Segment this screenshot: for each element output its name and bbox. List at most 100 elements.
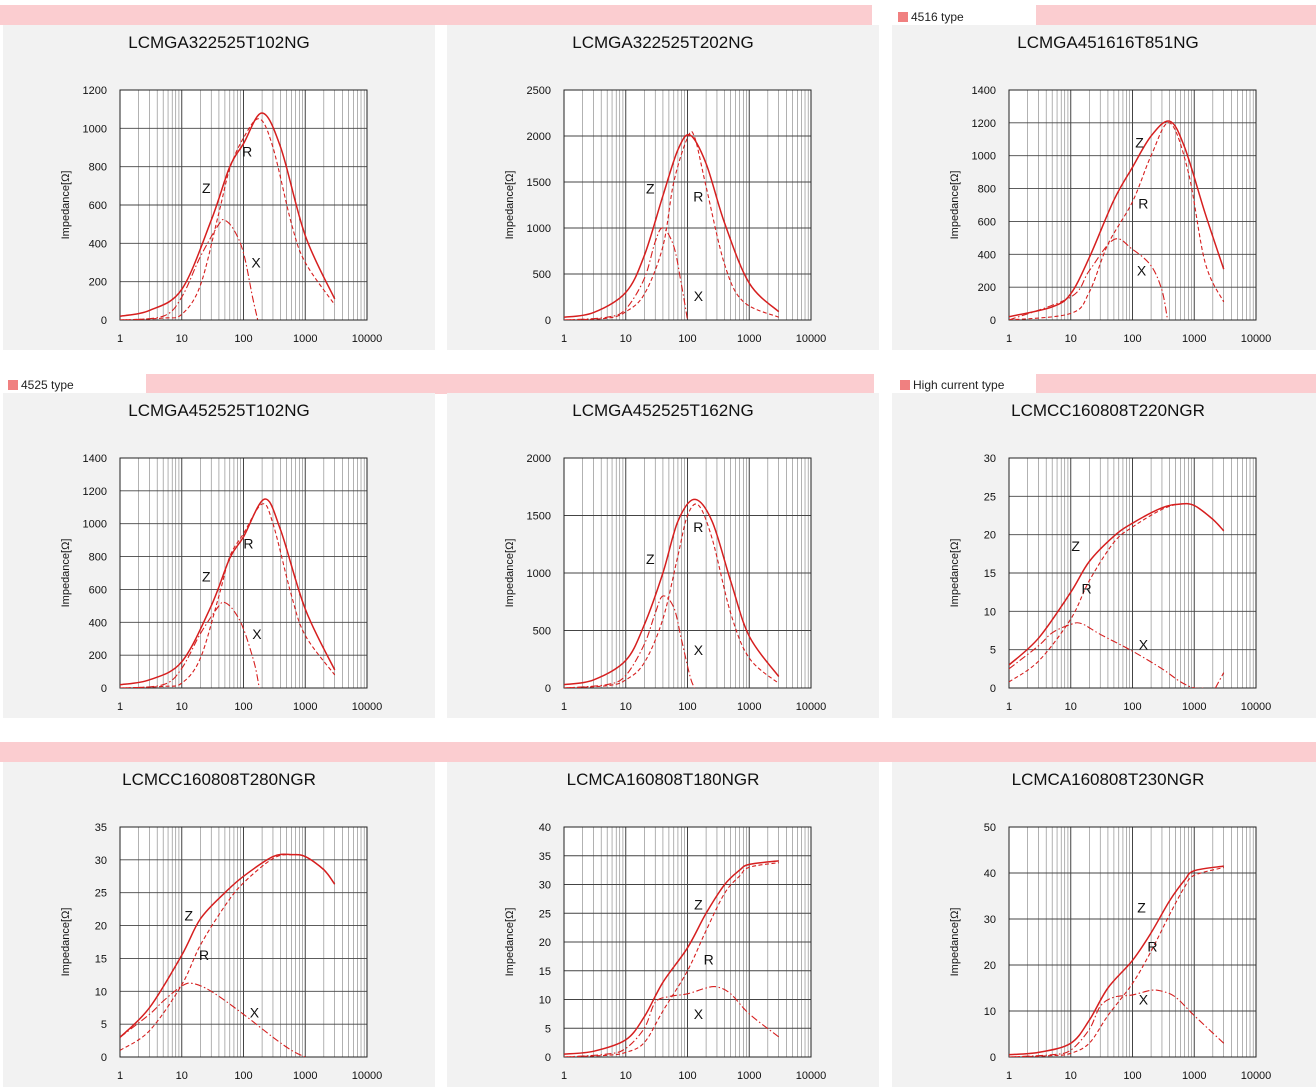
- x-tick-label: 10000: [1241, 701, 1272, 713]
- curve-label: X: [694, 642, 704, 658]
- x-tick-label: 100: [234, 333, 252, 345]
- x-tick-label: 10000: [1241, 333, 1272, 345]
- y-axis-title: Impedance[Ω]: [60, 539, 72, 608]
- x-tick-label: 10: [1065, 1070, 1077, 1082]
- x-tick-label: 10000: [796, 701, 827, 713]
- y-tick-label: 5: [990, 645, 996, 657]
- chart-title: LCMGA452525T162NG: [572, 401, 754, 420]
- chart-title: LCMGA452525T102NG: [128, 401, 310, 420]
- curve-label: Z: [185, 908, 194, 924]
- chart-panel: LCMGA452525T102NG 1 10 100 1000 10000 0 200 400 6…: [3, 393, 435, 718]
- y-tick-label: 10: [984, 1006, 996, 1018]
- series-line-r: [1009, 122, 1225, 320]
- section-band-4516: [1036, 5, 1316, 25]
- y-tick-label: 200: [89, 277, 107, 289]
- x-tick-label: 1000: [1182, 701, 1206, 713]
- x-tick-label: 100: [1123, 333, 1141, 345]
- x-tick-label: 1000: [293, 333, 317, 345]
- curve-label: X: [1139, 636, 1149, 652]
- x-tick-label: 1: [561, 1070, 567, 1082]
- series-line-z: [564, 860, 779, 1055]
- chart-title: LCMCC160808T220NGR: [1011, 401, 1205, 420]
- series-line-x: [120, 982, 306, 1057]
- y-tick-label: 25: [95, 888, 107, 900]
- series-line-r: [120, 118, 336, 320]
- x-tick-label: 10000: [352, 1070, 383, 1082]
- x-tick-label: 100: [1123, 701, 1141, 713]
- x-tick-label: 1: [1006, 1070, 1012, 1082]
- chart-title: LCMGA322525T102NG: [128, 33, 310, 52]
- y-tick-label: 0: [101, 683, 107, 695]
- y-tick-label: 5: [101, 1019, 107, 1031]
- chart-panel: LCMGA451616T851NG 1 10 100 1000 10000 0 200 400 6…: [892, 25, 1316, 350]
- x-tick-label: 1: [117, 701, 123, 713]
- y-tick-label: 200: [978, 282, 996, 294]
- y-tick-label: 1000: [527, 568, 551, 580]
- plot-frame: [563, 457, 812, 689]
- y-tick-label: 20: [95, 921, 107, 933]
- y-tick-label: 500: [533, 626, 551, 638]
- y-tick-label: 600: [978, 216, 996, 228]
- curve-label: R: [1147, 939, 1157, 955]
- y-tick-label: 1000: [83, 519, 107, 531]
- chart-title: LCMCA160808T180NGR: [566, 770, 760, 789]
- chart-panel: LCMGA322525T202NG 1 10 100 1000 10000 0 500 1000…: [447, 25, 879, 350]
- y-tick-label: 0: [990, 315, 996, 327]
- chart-title: LCMGA322525T202NG: [572, 33, 754, 52]
- x-tick-label: 10000: [1241, 1070, 1272, 1082]
- y-tick-label: 0: [101, 1052, 107, 1064]
- series-line-x: [564, 227, 689, 320]
- series-line-r: [1009, 503, 1225, 683]
- x-tick-label: 100: [234, 701, 252, 713]
- y-tick-label: 0: [101, 315, 107, 327]
- y-tick-label: 5: [545, 1023, 551, 1035]
- chart-panel: LCMGA322525T102NG 1 10 100 1000 10000 0 200 400 6…: [3, 25, 435, 350]
- x-tick-label: 100: [678, 701, 696, 713]
- chart-svg: 11010010001000005101520253035ZRXFrequenc…: [60, 822, 383, 1082]
- series-line-x: [564, 595, 696, 688]
- square-bullet-icon: [900, 380, 910, 390]
- y-tick-label: 10: [95, 986, 107, 998]
- curve-label: R: [693, 189, 703, 205]
- y-tick-label: 50: [984, 822, 996, 834]
- x-tick-label: 1: [1006, 701, 1012, 713]
- y-tick-label: 20: [984, 960, 996, 972]
- y-tick-label: 25: [539, 908, 551, 920]
- x-tick-label: 10: [620, 1070, 632, 1082]
- series-line-z: [120, 112, 336, 317]
- y-tick-label: 0: [990, 1052, 996, 1064]
- curve-label: Z: [1135, 135, 1144, 151]
- plot-frame: [1008, 457, 1257, 689]
- x-tick-label: 1000: [1182, 1070, 1206, 1082]
- y-tick-label: 25: [984, 491, 996, 503]
- curve-label: X: [251, 255, 261, 271]
- curve-label: Z: [646, 180, 655, 196]
- y-axis-title: Impedance[Ω]: [504, 539, 516, 608]
- y-tick-label: 1500: [527, 511, 551, 523]
- series-line-r: [120, 503, 336, 688]
- y-tick-label: 1000: [527, 223, 551, 235]
- y-tick-label: 1200: [83, 486, 107, 498]
- series-line-r: [564, 503, 780, 688]
- y-tick-label: 0: [545, 315, 551, 327]
- y-tick-label: 0: [545, 683, 551, 695]
- chart-panel: LCMCA160808T230NGR 1 10 100 1000 10000 0 10 20 30…: [892, 762, 1316, 1087]
- curve-label: Z: [202, 180, 211, 196]
- x-tick-label: 1000: [737, 333, 761, 345]
- chart-svg: 110100100010000020040060080010001200ZRXF…: [60, 85, 382, 345]
- y-tick-label: 40: [984, 868, 996, 880]
- x-tick-label: 1: [117, 333, 123, 345]
- series-line-r: [564, 130, 779, 320]
- y-tick-label: 800: [89, 162, 107, 174]
- curve-label: X: [1139, 992, 1149, 1008]
- chart-svg: 11010010001000001020304050ZRXFrequency[M…: [949, 822, 1272, 1082]
- x-tick-label: 10: [176, 333, 188, 345]
- y-tick-label: 10: [539, 995, 551, 1007]
- curve-label: X: [252, 626, 262, 642]
- y-tick-label: 1400: [972, 85, 996, 97]
- y-tick-label: 20: [984, 530, 996, 542]
- series-line-x: [1009, 622, 1206, 688]
- y-tick-label: 1200: [972, 118, 996, 130]
- x-tick-label: 10: [620, 333, 632, 345]
- curve-label: Z: [646, 551, 655, 567]
